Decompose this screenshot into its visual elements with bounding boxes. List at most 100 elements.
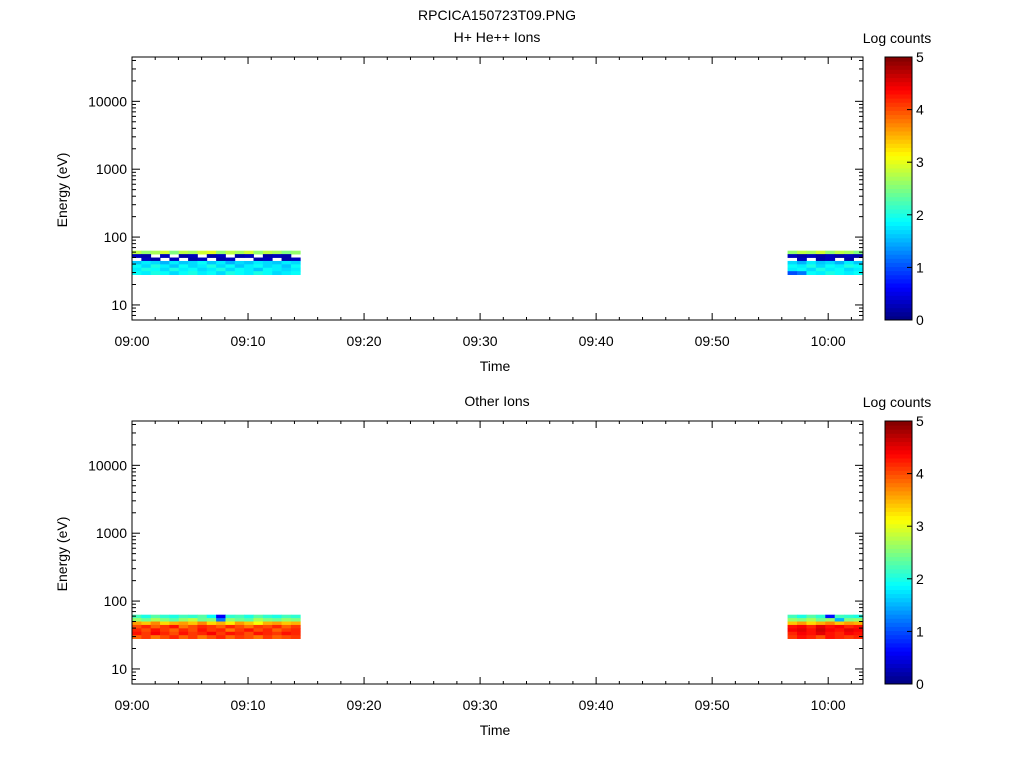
heatmap-cell xyxy=(815,624,826,629)
heatmap-cell xyxy=(197,614,208,619)
colorbar-swatch xyxy=(885,425,912,430)
colorbar-swatch xyxy=(885,503,912,508)
heatmap-cell xyxy=(225,260,236,265)
heatmap-cell xyxy=(815,254,826,258)
colorbar-swatch xyxy=(885,544,912,549)
heatmap-cell xyxy=(234,631,245,636)
colorbar-swatch xyxy=(885,200,912,206)
heatmap-cell xyxy=(169,624,180,629)
heatmap-cell xyxy=(225,250,236,255)
heatmap-cell xyxy=(815,628,826,633)
colorbar-swatch xyxy=(885,593,912,599)
heatmap-cell xyxy=(281,624,292,629)
heatmap-cell xyxy=(188,624,198,629)
heatmap-cell xyxy=(815,250,826,255)
axes: 09:00 09:10 09:20 09:30 09:40 09:50 10:00 10 100… xyxy=(88,56,864,349)
heatmap-cell xyxy=(216,628,226,633)
heatmap-cell xyxy=(806,628,817,633)
heatmap-cell xyxy=(787,271,798,275)
heatmap-cell xyxy=(160,628,170,633)
heatmap-cell xyxy=(160,271,170,275)
heatmap-cell xyxy=(160,260,170,265)
heatmap-cell xyxy=(253,631,264,636)
heatmap-cell xyxy=(253,614,264,619)
colorbar-swatch xyxy=(885,679,912,685)
panel-title: Other Ions xyxy=(464,393,529,409)
colorbar-frame xyxy=(884,420,913,685)
heatmap-cell xyxy=(169,631,180,636)
heatmap-cell xyxy=(206,621,217,626)
colorbar-swatch xyxy=(885,618,912,623)
colorbar-swatch xyxy=(885,605,912,611)
heatmap-cell xyxy=(244,264,254,269)
heatmap-cell xyxy=(160,631,170,636)
heatmap-cell xyxy=(141,257,152,262)
heatmap-cell xyxy=(132,624,142,629)
heatmap-cell xyxy=(797,254,807,258)
heatmap-cell xyxy=(206,264,217,269)
colorbar-swatch xyxy=(885,457,912,463)
heatmap-cell xyxy=(169,271,180,275)
heatmap-cell xyxy=(178,628,189,633)
heatmap-cell xyxy=(262,271,273,275)
colorbar-swatch xyxy=(885,507,912,512)
heatmap-cell xyxy=(853,618,864,622)
y-tick-label: 10000 xyxy=(88,457,127,473)
heatmap-cell xyxy=(787,631,798,636)
colorbar-tick-label: 3 xyxy=(916,154,924,170)
heatmap-cell xyxy=(272,621,282,626)
heatmap-cell xyxy=(206,631,217,636)
heatmap-cell xyxy=(834,614,845,619)
heatmap-cell xyxy=(853,614,864,619)
x-tick-label: 09:20 xyxy=(347,333,382,349)
heatmap-cell xyxy=(169,260,180,265)
heatmap-cell xyxy=(262,631,273,636)
colorbar-swatch xyxy=(885,69,912,74)
colorbar-swatch xyxy=(885,258,912,263)
heatmap-cell xyxy=(815,260,826,265)
heatmap-cell xyxy=(290,267,301,272)
heatmap-cell xyxy=(150,271,161,275)
heatmap-cell xyxy=(150,631,161,636)
x-tick-label: 09:30 xyxy=(463,697,498,713)
heatmap-cell xyxy=(244,271,254,275)
heatmap-cell xyxy=(262,628,273,633)
colorbar-swatch xyxy=(885,77,912,83)
heatmap-cell xyxy=(132,250,142,255)
y-tick-label: 10 xyxy=(111,661,127,677)
colorbar-swatch xyxy=(885,163,912,169)
heatmap-cell xyxy=(806,250,817,255)
heatmap-cell xyxy=(290,250,301,255)
heatmap-cell xyxy=(290,635,301,639)
heatmap-cell xyxy=(234,628,245,633)
heatmap-cell xyxy=(244,618,254,622)
colorbar-swatch xyxy=(885,266,912,272)
heatmap-cell xyxy=(141,260,152,265)
colorbar-swatch xyxy=(885,482,912,488)
heatmap-cell xyxy=(825,264,836,269)
heatmap-cell xyxy=(262,618,273,622)
colorbar-swatch xyxy=(885,184,912,189)
heatmap-cell xyxy=(160,621,170,626)
colorbar-swatch xyxy=(885,610,912,615)
heatmap-cell xyxy=(169,250,180,255)
colorbar-swatch xyxy=(885,527,912,533)
colorbar-swatch xyxy=(885,229,912,235)
heatmap-cell xyxy=(844,271,854,275)
heatmap-cell xyxy=(797,264,807,269)
heatmap-cell xyxy=(178,254,189,258)
heatmap-cell xyxy=(160,250,170,255)
colorbar-swatch xyxy=(885,675,912,681)
heatmap-cell xyxy=(844,250,854,255)
colorbar-swatch xyxy=(885,135,912,140)
heatmap-cell xyxy=(281,267,292,272)
colorbar-swatch xyxy=(885,57,912,62)
heatmap-cell xyxy=(234,254,245,258)
heatmap-cell xyxy=(853,264,864,269)
x-tick-label: 09:40 xyxy=(579,333,614,349)
heatmap-cell xyxy=(272,260,282,265)
colorbar-swatch xyxy=(885,303,912,309)
colorbar-label: Log counts xyxy=(863,30,932,46)
heatmap-cell xyxy=(787,614,798,619)
heatmap-cell xyxy=(815,631,826,636)
